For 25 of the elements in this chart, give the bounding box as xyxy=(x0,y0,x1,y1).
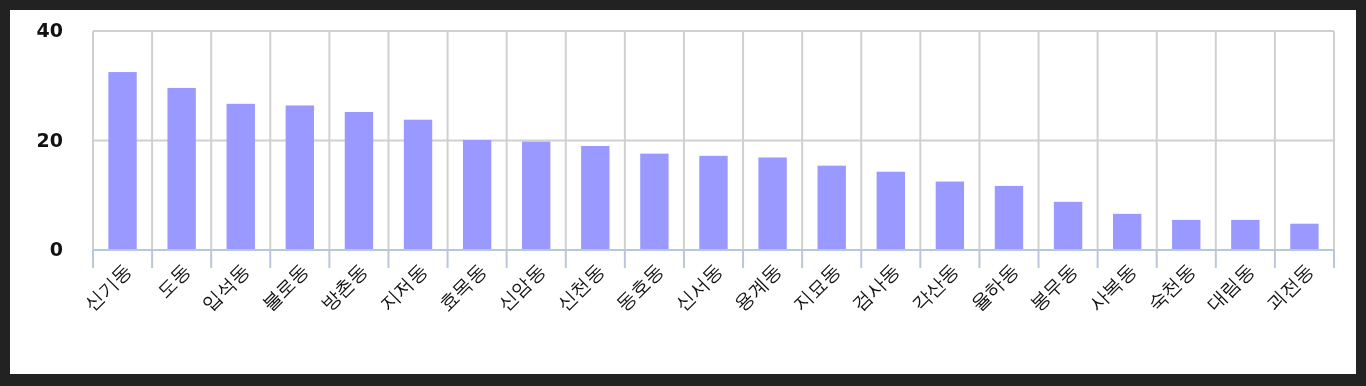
y-tick-label: 40 xyxy=(36,19,63,41)
bar xyxy=(167,87,196,250)
bar xyxy=(108,72,137,250)
bar xyxy=(403,119,433,250)
bar xyxy=(1053,201,1083,250)
bar xyxy=(344,112,374,250)
bar xyxy=(640,153,669,250)
bar xyxy=(699,155,728,250)
bar xyxy=(522,141,551,250)
bar xyxy=(1290,223,1319,250)
y-tick-label: 0 xyxy=(49,238,63,260)
bar xyxy=(462,139,492,250)
bar xyxy=(581,145,610,250)
x-tick-label: 도동 xyxy=(152,259,195,302)
bar xyxy=(1112,213,1142,250)
bar xyxy=(285,105,315,250)
bar xyxy=(758,157,787,250)
y-tick-label: 20 xyxy=(36,128,63,151)
bar xyxy=(876,171,905,250)
bar xyxy=(817,165,846,250)
bar xyxy=(994,185,1024,250)
bar xyxy=(1172,219,1201,250)
bar xyxy=(1231,219,1260,250)
bar xyxy=(226,103,255,250)
bar xyxy=(935,181,965,250)
